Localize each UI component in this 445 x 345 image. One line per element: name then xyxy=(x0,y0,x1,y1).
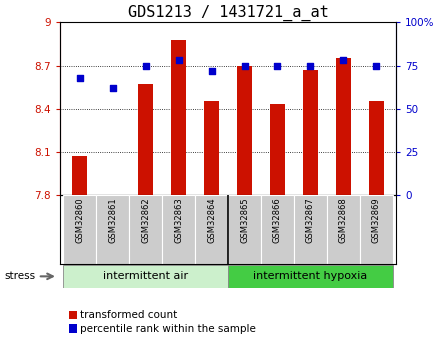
Bar xyxy=(73,156,87,195)
Bar xyxy=(129,195,162,264)
Point xyxy=(76,75,83,80)
Text: percentile rank within the sample: percentile rank within the sample xyxy=(80,324,256,334)
Text: GSM32867: GSM32867 xyxy=(306,197,315,243)
Point xyxy=(175,58,182,63)
Text: stress: stress xyxy=(4,272,36,281)
Text: transformed count: transformed count xyxy=(80,310,178,320)
Bar xyxy=(96,195,129,264)
Text: GSM32868: GSM32868 xyxy=(339,197,348,243)
Bar xyxy=(162,195,195,264)
Point xyxy=(340,58,347,63)
Point xyxy=(307,63,314,68)
Point xyxy=(241,63,248,68)
Text: intermittent hypoxia: intermittent hypoxia xyxy=(253,272,368,281)
Text: GSM32864: GSM32864 xyxy=(207,197,216,243)
Point xyxy=(373,63,380,68)
Bar xyxy=(303,70,318,195)
Bar xyxy=(228,265,393,288)
Text: GSM32860: GSM32860 xyxy=(75,197,85,243)
Bar xyxy=(270,104,285,195)
Text: GSM32861: GSM32861 xyxy=(108,197,117,243)
Point xyxy=(274,63,281,68)
Bar xyxy=(261,195,294,264)
Bar xyxy=(237,66,252,195)
Bar xyxy=(171,40,186,195)
Title: GDS1213 / 1431721_a_at: GDS1213 / 1431721_a_at xyxy=(128,5,328,21)
Bar xyxy=(294,195,327,264)
Text: intermittent air: intermittent air xyxy=(103,272,188,281)
Bar xyxy=(228,195,261,264)
Text: GSM32862: GSM32862 xyxy=(141,197,150,243)
Bar xyxy=(63,195,96,264)
Bar xyxy=(138,84,153,195)
Point xyxy=(109,85,116,91)
Text: GSM32869: GSM32869 xyxy=(372,197,381,243)
Text: GSM32866: GSM32866 xyxy=(273,197,282,243)
Bar xyxy=(204,101,219,195)
Text: GSM32863: GSM32863 xyxy=(174,197,183,243)
Bar xyxy=(327,195,360,264)
Bar xyxy=(63,265,228,288)
Bar xyxy=(195,195,228,264)
Text: GSM32865: GSM32865 xyxy=(240,197,249,243)
Bar xyxy=(336,58,351,195)
Bar xyxy=(369,101,384,195)
Bar xyxy=(360,195,393,264)
Point xyxy=(208,68,215,73)
Point xyxy=(142,63,149,68)
